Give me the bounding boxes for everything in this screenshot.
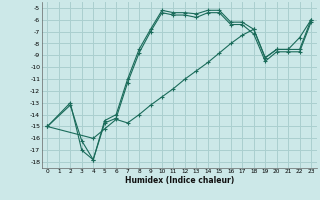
- X-axis label: Humidex (Indice chaleur): Humidex (Indice chaleur): [124, 176, 234, 185]
